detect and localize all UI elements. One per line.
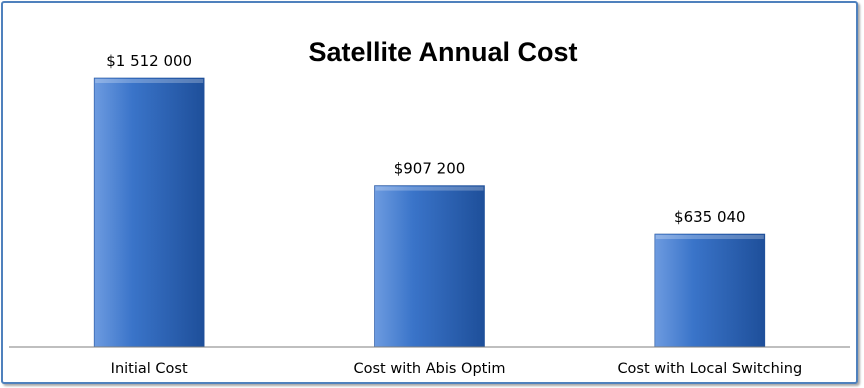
bar-3 <box>654 233 766 348</box>
labels-layer: $1 512 000 Initial Cost $907 200 Cost with … <box>106 52 802 377</box>
category-label-3: Cost with Local Switching <box>617 361 802 377</box>
bars-layer <box>93 77 766 348</box>
data-label-2: $907 200 <box>394 160 466 178</box>
chart-frame: Satellite Annual Cost $1 512 000 Initial … <box>1 1 858 384</box>
bar-chart: Satellite Annual Cost $1 512 000 Initial … <box>9 37 850 377</box>
bar-highlight-1 <box>95 79 204 83</box>
category-label-1: Initial Cost <box>111 361 188 377</box>
bar-highlight-2 <box>375 186 484 191</box>
bar-1 <box>93 77 205 348</box>
bar-highlight-3 <box>655 235 764 240</box>
category-label-2: Cost with Abis Optim <box>354 361 506 377</box>
data-label-3: $635 040 <box>674 208 746 226</box>
bar-2 <box>374 185 485 348</box>
data-label-1: $1 512 000 <box>106 52 192 70</box>
chart-title: Satellite Annual Cost <box>308 37 577 67</box>
